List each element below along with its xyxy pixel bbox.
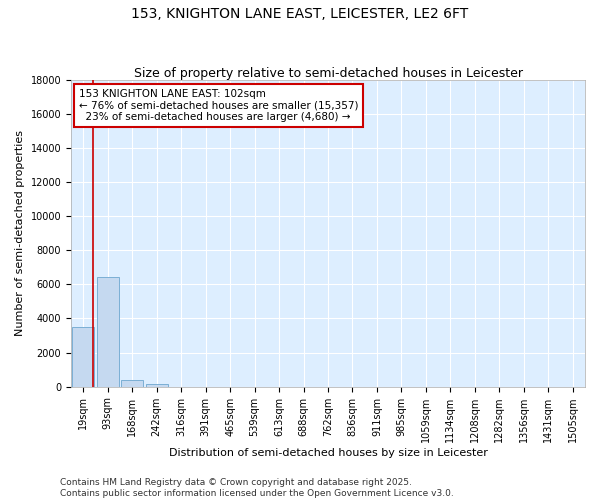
Title: Size of property relative to semi-detached houses in Leicester: Size of property relative to semi-detach… (134, 66, 523, 80)
Bar (72, 327, 94, 386)
Bar (97, 278, 119, 386)
Y-axis label: Number of semi-detached properties: Number of semi-detached properties (15, 130, 25, 336)
Text: 153, KNIGHTON LANE EAST, LEICESTER, LE2 6FT: 153, KNIGHTON LANE EAST, LEICESTER, LE2 … (131, 8, 469, 22)
Text: Contains HM Land Registry data © Crown copyright and database right 2025.
Contai: Contains HM Land Registry data © Crown c… (60, 478, 454, 498)
Bar (146, 384, 168, 386)
X-axis label: Distribution of semi-detached houses by size in Leicester: Distribution of semi-detached houses by … (169, 448, 487, 458)
Text: 153 KNIGHTON LANE EAST: 102sqm
← 76% of semi-detached houses are smaller (15,357: 153 KNIGHTON LANE EAST: 102sqm ← 76% of … (79, 88, 358, 122)
Bar (121, 380, 143, 386)
